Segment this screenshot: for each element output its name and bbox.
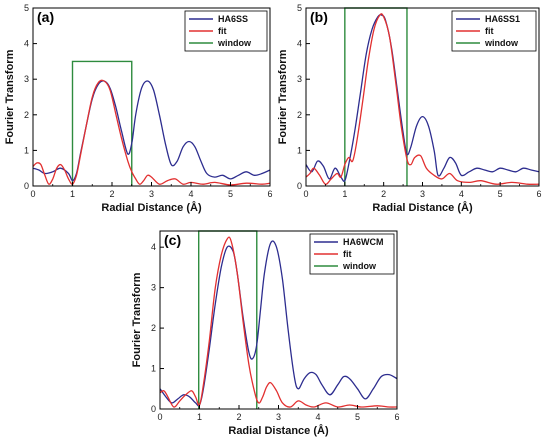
x-axis-label: Radial Distance (Å)	[372, 201, 473, 214]
y-tick-label: 1	[24, 145, 29, 155]
window-marker	[198, 230, 258, 409]
x-tick-label: 6	[267, 189, 272, 199]
x-tick-label: 3	[420, 189, 425, 199]
legend: HA6SS1 fit window	[451, 10, 537, 52]
y-tick-label: 0	[297, 181, 302, 191]
chart-panel-3: 0 1 2 3 4 5 6 0 1 2 3 4 Radial Distance (Å) Fourier T…	[131, 230, 400, 437]
y-tick-label: 4	[151, 242, 156, 252]
y-tick-label: 1	[151, 364, 156, 374]
y-tick-label: 0	[24, 181, 29, 191]
x-tick-label: 5	[355, 412, 360, 422]
y-axis-label: Fourier Transform	[131, 272, 143, 367]
legend-entry: HA6WCM	[343, 237, 384, 247]
y-axis-label: Fourier Transform	[4, 49, 16, 144]
y-tick-label: 2	[24, 110, 29, 120]
x-tick-label: 2	[236, 412, 241, 422]
y-tick-label: 3	[297, 74, 302, 84]
y-tick-label: 2	[151, 323, 156, 333]
x-tick-label: 4	[315, 412, 320, 422]
y-axis-label: Fourier Transform	[277, 49, 289, 144]
x-tick-label: 1	[342, 189, 347, 199]
series-line-fit	[160, 236, 397, 408]
x-axis-label: Radial Distance (Å)	[228, 424, 329, 437]
series-line-ha6ss	[33, 80, 270, 182]
legend-entry: window	[484, 38, 519, 48]
legend-entry: HA6SS	[218, 14, 248, 24]
series-line-fit	[33, 79, 270, 186]
series-line-ha6wcm	[160, 240, 397, 407]
legend-entry: fit	[485, 26, 494, 36]
legend: HA6SS fit window	[184, 10, 268, 52]
panel-label: (b)	[310, 9, 328, 25]
y-tick-label: 3	[24, 74, 29, 84]
legend-entry: fit	[218, 26, 227, 36]
x-tick-label: 5	[498, 189, 503, 199]
legend-entry: fit	[343, 249, 352, 259]
x-tick-label: 6	[394, 412, 399, 422]
panel-label: (a)	[37, 9, 54, 25]
x-tick-label: 2	[381, 189, 386, 199]
x-axis-label: Radial Distance (Å)	[101, 201, 202, 214]
y-tick-label: 2	[297, 110, 302, 120]
y-tick-label: 5	[297, 3, 302, 13]
y-tick-label: 5	[24, 3, 29, 13]
x-tick-label: 1	[70, 189, 75, 199]
legend: HA6WCM fit window	[309, 233, 395, 275]
x-tick-label: 4	[459, 189, 464, 199]
chart-panel-2: 0 1 2 3 4 5 6 0 1 2 3 4 5 Radial Distance (Å) Fourier …	[277, 3, 542, 214]
y-tick-label: 4	[297, 39, 302, 49]
x-tick-label: 0	[30, 189, 35, 199]
y-tick-label: 1	[297, 145, 302, 155]
x-tick-label: 4	[188, 189, 193, 199]
x-tick-label: 3	[149, 189, 154, 199]
panel-label: (c)	[164, 232, 181, 248]
legend-entry: window	[217, 38, 252, 48]
series-line-ha6ss1	[306, 14, 539, 182]
x-tick-label: 0	[157, 412, 162, 422]
x-tick-label: 5	[228, 189, 233, 199]
window-marker	[71, 60, 133, 186]
x-tick-label: 6	[536, 189, 541, 199]
legend-entry: window	[342, 261, 377, 271]
series-line-fit	[306, 13, 539, 185]
y-tick-label: 3	[151, 283, 156, 293]
x-tick-label: 1	[197, 412, 202, 422]
x-tick-label: 0	[303, 189, 308, 199]
y-tick-label: 4	[24, 39, 29, 49]
x-tick-label: 3	[276, 412, 281, 422]
legend-entry: HA6SS1	[485, 14, 520, 24]
chart-panel-1: 0 1 2 3 4 5 6 0 1 2 3 4 5 Radial Distance (Å) Fourier …	[4, 3, 273, 214]
y-tick-label: 0	[151, 404, 156, 414]
x-tick-label: 2	[109, 189, 114, 199]
